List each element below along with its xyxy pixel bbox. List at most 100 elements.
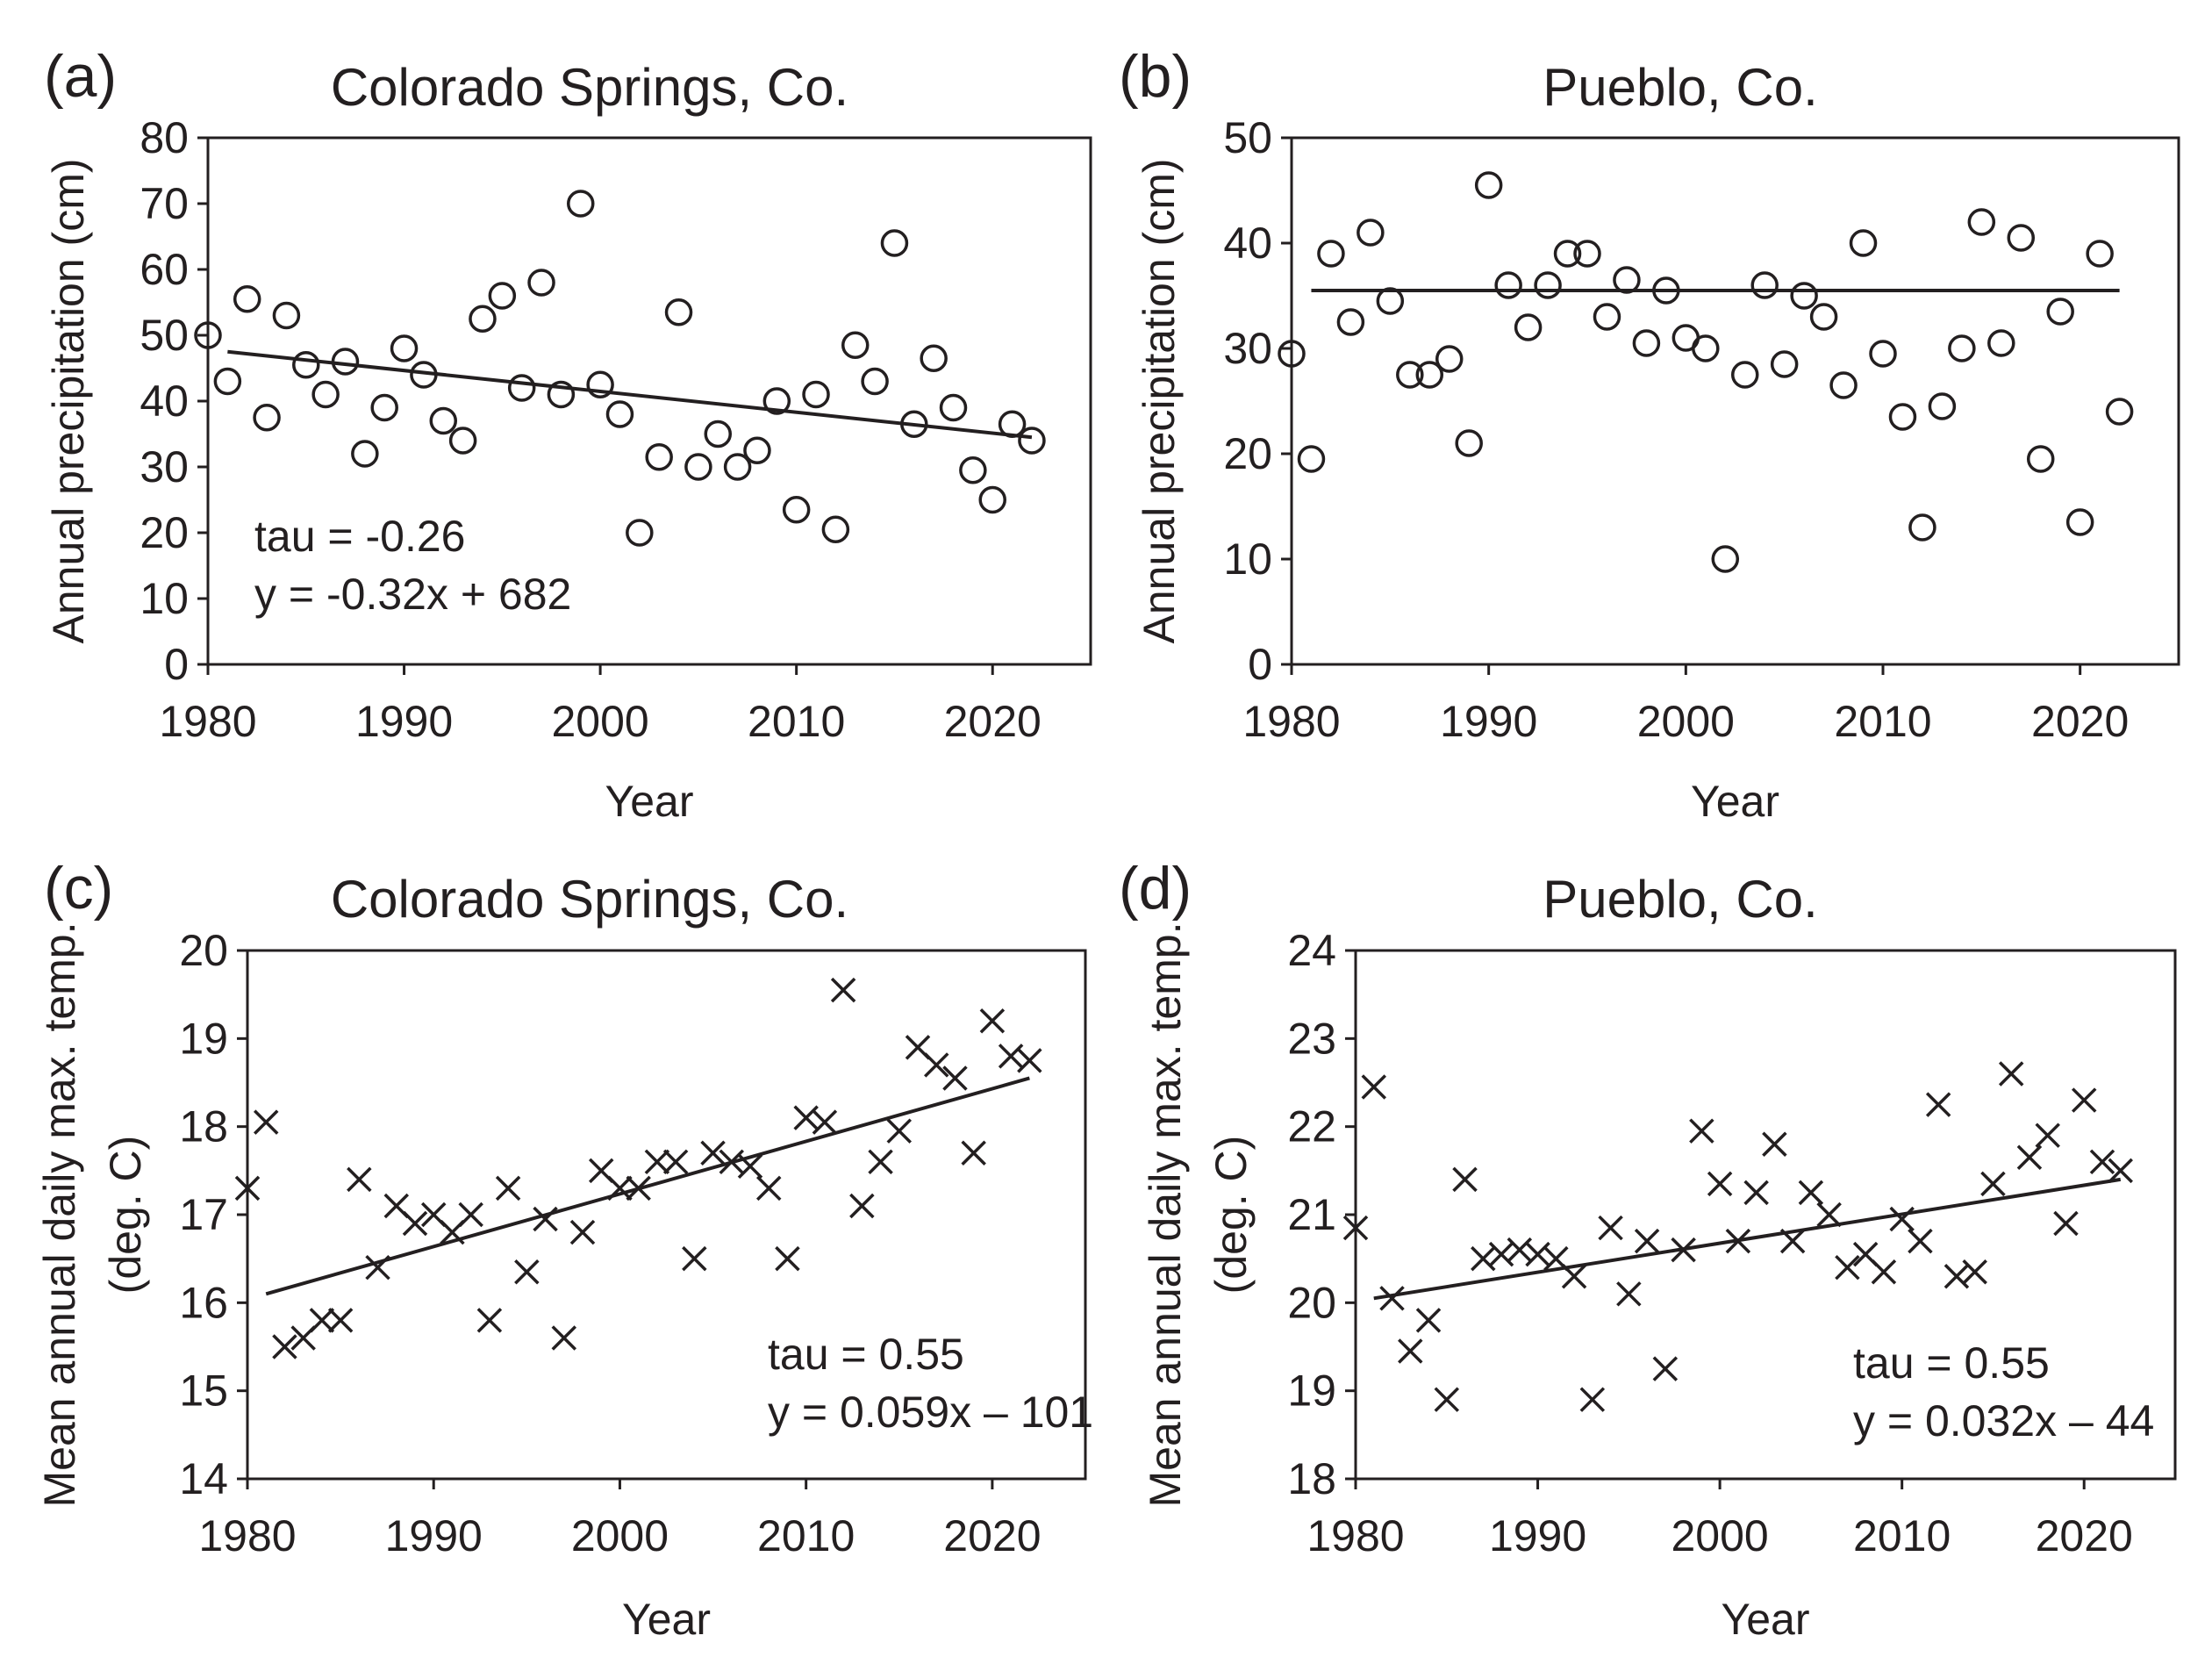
data-point-stroke [1452, 1166, 1478, 1193]
data-point-stroke [849, 1193, 875, 1219]
y-tick-label: 20 [179, 926, 228, 975]
data-point [1925, 1092, 1951, 1117]
data-point-stroke [812, 1109, 838, 1135]
data-point-stroke [775, 1245, 800, 1272]
data-point-stroke [1471, 1245, 1496, 1272]
data-point [1553, 240, 1582, 268]
data-point [253, 404, 281, 432]
data-point [458, 1202, 483, 1228]
data-point [737, 1153, 763, 1180]
data-point [1474, 171, 1503, 199]
trend-line [1373, 1177, 2122, 1301]
data-point-stroke [1980, 1171, 2006, 1197]
data-point [2026, 445, 2055, 473]
data-point-stroke [682, 1245, 707, 1272]
data-point [1573, 240, 1601, 268]
data-point [1494, 271, 1522, 299]
data-point [551, 1325, 577, 1351]
x-tick-label: 1980 [198, 1511, 296, 1560]
data-point [1962, 1259, 1987, 1285]
chart-panel-d: (d) Pueblo, Co. 18 19 20 21 22 23 24 1980 1990 2000… [1119, 855, 2177, 1644]
y-tick-label: 20 [1287, 1278, 1336, 1327]
y-tick-label: 10 [1223, 534, 1272, 584]
data-point [704, 420, 732, 448]
data-point [2046, 298, 2074, 326]
y-tick-label: 16 [179, 1278, 228, 1327]
data-point-stroke [383, 1193, 410, 1219]
data-point [213, 367, 242, 396]
y-tick-label: 60 [140, 245, 189, 294]
data-point-stroke [737, 1153, 763, 1180]
stat-annotation: tau = 0.55 [768, 1330, 964, 1379]
data-point [1948, 334, 1976, 362]
data-point-stroke [1835, 1254, 1860, 1280]
data-point [234, 1175, 261, 1202]
x-tick-label: 2000 [551, 697, 648, 746]
data-point [1849, 229, 1878, 257]
data-point [1632, 329, 1661, 357]
y-tick-label: 0 [1248, 640, 1272, 689]
chart-title: Colorado Springs, Co. [331, 58, 848, 117]
y-tick-label: 40 [1223, 219, 1272, 268]
stat-annotation: y = 0.059x – 101 [768, 1388, 1093, 1437]
data-point [514, 1259, 540, 1285]
data-point [812, 1109, 838, 1135]
x-tick-label: 2020 [944, 697, 1042, 746]
y-tick-label: 17 [179, 1190, 228, 1239]
data-point [1725, 1228, 1751, 1254]
data-point [253, 1109, 279, 1135]
data-point [1928, 392, 1957, 420]
chart-title: Colorado Springs, Co. [331, 870, 848, 929]
data-point-stroke [1689, 1118, 1714, 1144]
x-axis-label: Year [1721, 1595, 1809, 1644]
data-point [2108, 1158, 2133, 1184]
data-point [644, 1149, 670, 1175]
data-point [1671, 1237, 1696, 1263]
data-point-stroke [868, 1149, 893, 1175]
data-point [1579, 1387, 1606, 1412]
y-tick-label: 21 [1287, 1190, 1336, 1239]
data-point-stroke [1852, 1241, 1879, 1267]
data-point [2065, 508, 2094, 536]
data-point [1998, 1061, 2024, 1087]
data-point [645, 443, 673, 471]
data-point-stroke [700, 1140, 726, 1166]
data-point-stroke [1707, 1171, 1733, 1197]
data-point [1396, 361, 1424, 389]
data-point [569, 1219, 596, 1245]
x-tick-label: 1990 [355, 697, 453, 746]
x-tick-label: 1980 [1242, 697, 1340, 746]
data-point-stroke [309, 1308, 335, 1333]
y-tick-label: 14 [179, 1454, 228, 1503]
data-point-stroke [755, 1175, 782, 1202]
data-point-stroke [942, 1065, 968, 1091]
data-point [1379, 1286, 1405, 1311]
data-point [402, 1210, 428, 1237]
data-point-stroke [2035, 1123, 2060, 1148]
data-point [886, 1118, 913, 1144]
data-point [2089, 1149, 2115, 1175]
data-point [998, 410, 1027, 438]
data-point-stroke [607, 1175, 633, 1202]
y-tick-label: 30 [140, 442, 189, 491]
data-point-stroke [1944, 1263, 1970, 1289]
data-point [1652, 1356, 1679, 1381]
data-point [448, 427, 477, 455]
data-point [331, 348, 360, 376]
data-point [755, 1175, 782, 1202]
data-point [775, 1245, 800, 1272]
data-point [1871, 1259, 1897, 1285]
data-point [495, 1175, 521, 1202]
y-axis-label: (deg. C) [101, 1136, 150, 1295]
data-point [1779, 1228, 1806, 1254]
y-tick-label: 23 [1287, 1014, 1336, 1063]
data-point-stroke [1379, 1286, 1405, 1311]
data-point-stroke [961, 1140, 986, 1166]
data-point [939, 393, 968, 422]
data-point [2007, 224, 2036, 252]
data-point [978, 485, 1006, 514]
x-tick-label: 1980 [159, 697, 256, 746]
data-point [1534, 271, 1562, 299]
data-point [1415, 1308, 1442, 1333]
data-point [476, 1308, 503, 1333]
